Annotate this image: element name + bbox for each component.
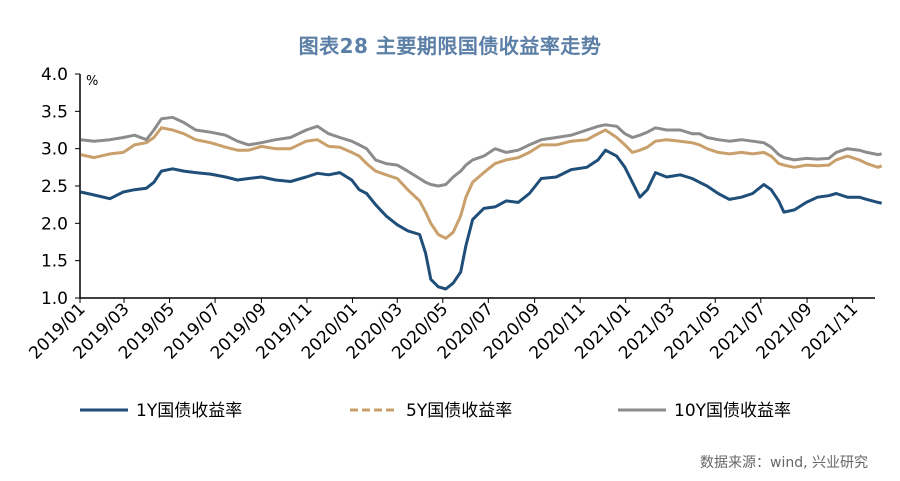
y-tick-label: 4.0 <box>41 65 68 85</box>
series-line-1 <box>80 148 883 291</box>
y-tick-label: 3.5 <box>41 102 68 122</box>
y-tick-label: 2.0 <box>41 214 68 234</box>
series-line-2 <box>80 126 883 240</box>
series-line-3 <box>80 115 882 188</box>
y-tick-label: 1.5 <box>41 252 68 272</box>
legend-label-2: 5Y国债收益率 <box>406 401 512 421</box>
y-tick-label: 2.5 <box>41 177 68 197</box>
y-tick-label: 1.0 <box>41 289 68 309</box>
legend-label-1: 1Y国债收益率 <box>136 401 242 421</box>
y-axis-unit-label: % <box>86 74 98 89</box>
source-note: 数据来源：wind, 兴业研究 <box>700 455 868 471</box>
chart-title: 图表28 主要期限国债收益率走势 <box>298 34 602 58</box>
y-tick-label: 3.0 <box>41 140 68 160</box>
legend-label-3: 10Y国债收益率 <box>674 401 791 421</box>
